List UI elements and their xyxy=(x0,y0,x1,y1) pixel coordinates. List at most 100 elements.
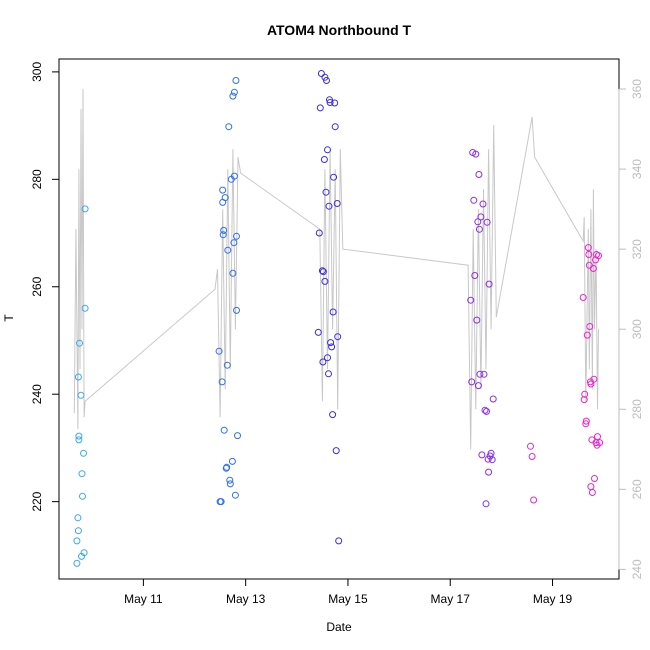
data-point xyxy=(326,99,334,106)
data-point xyxy=(321,277,329,285)
chart-title: ATOM4 Northbound T xyxy=(267,22,412,38)
data-point xyxy=(331,123,339,131)
data-point xyxy=(476,370,484,378)
data-point xyxy=(528,453,536,460)
data-point xyxy=(325,202,333,210)
data-point xyxy=(594,433,601,441)
data-point xyxy=(76,339,83,347)
data-point xyxy=(319,268,327,276)
data-point xyxy=(229,92,237,100)
x-tick-label: May 19 xyxy=(533,592,573,606)
trace-line xyxy=(73,88,599,450)
data-point xyxy=(585,251,593,258)
data-point xyxy=(482,500,490,508)
data-point xyxy=(595,252,602,260)
y2-tick-label: 260 xyxy=(630,479,644,499)
data-point xyxy=(225,123,233,131)
y2-tick-label: 280 xyxy=(630,399,644,419)
data-point xyxy=(468,378,476,386)
data-point xyxy=(583,331,591,339)
data-point xyxy=(234,432,241,440)
data-point xyxy=(488,456,496,464)
y2-tick-label: 340 xyxy=(630,159,644,179)
data-point xyxy=(587,483,595,491)
x-tick-label: May 13 xyxy=(226,592,266,606)
data-point xyxy=(596,439,604,447)
data-point xyxy=(228,457,236,465)
data-point xyxy=(582,420,590,428)
data-point xyxy=(80,549,88,557)
data-point xyxy=(481,406,489,414)
data-point xyxy=(331,99,339,107)
data-point xyxy=(226,480,234,488)
data-point xyxy=(218,378,226,386)
data-point xyxy=(588,489,596,496)
data-point xyxy=(527,442,534,450)
x-axis: May 11 May 13 May 15 May 17 May 19 xyxy=(124,579,573,606)
data-point xyxy=(475,225,483,233)
y2-axis: 240 260 280 300 320 340 360 xyxy=(618,79,644,579)
data-point xyxy=(324,354,331,362)
y-axis-label: T xyxy=(2,314,16,322)
data-point xyxy=(219,186,227,194)
data-point xyxy=(319,358,327,366)
data-point xyxy=(75,436,83,444)
data-point xyxy=(230,239,238,247)
data-point xyxy=(314,328,322,336)
data-point xyxy=(335,537,343,545)
data-point xyxy=(487,449,495,457)
data-point xyxy=(467,296,475,304)
data-point xyxy=(231,491,239,499)
data-point xyxy=(229,269,237,277)
data-point xyxy=(230,172,238,180)
data-point xyxy=(471,272,479,279)
y-axis: 220 240 260 280 300 xyxy=(30,62,59,512)
data-point xyxy=(330,173,338,181)
data-point xyxy=(324,146,331,154)
data-point xyxy=(483,407,490,415)
data-point xyxy=(480,370,488,378)
data-point xyxy=(470,196,478,204)
data-point xyxy=(472,150,480,158)
data-point xyxy=(478,451,486,459)
data-point xyxy=(226,476,234,484)
data-point xyxy=(584,244,592,252)
data-point xyxy=(477,213,485,221)
data-point xyxy=(219,231,227,239)
data-point xyxy=(80,449,87,457)
points-layer xyxy=(73,70,604,567)
data-point xyxy=(74,373,82,381)
data-point xyxy=(217,498,225,506)
data-point xyxy=(581,390,589,398)
data-point xyxy=(334,333,342,341)
data-point xyxy=(483,218,491,226)
data-point xyxy=(320,156,328,163)
data-point xyxy=(325,370,332,378)
data-point xyxy=(580,396,588,404)
x-tick-label: May 17 xyxy=(431,592,471,606)
data-point xyxy=(323,77,330,84)
y-tick-label: 220 xyxy=(30,491,44,511)
data-point xyxy=(74,527,82,535)
data-point xyxy=(586,323,594,330)
data-point xyxy=(332,447,340,455)
line-layer xyxy=(73,88,599,450)
data-point xyxy=(328,343,336,351)
data-point xyxy=(318,267,326,275)
data-point xyxy=(223,463,231,471)
data-point xyxy=(322,188,330,196)
data-point xyxy=(473,316,481,324)
data-point xyxy=(329,308,337,316)
data-point xyxy=(329,411,337,419)
x-tick-label: May 11 xyxy=(124,592,163,606)
data-point xyxy=(73,537,81,545)
data-point xyxy=(591,475,598,482)
data-point xyxy=(333,200,341,207)
data-point xyxy=(223,361,231,369)
data-point xyxy=(78,470,86,478)
data-point xyxy=(474,382,482,390)
data-point xyxy=(220,226,228,234)
data-point xyxy=(224,246,232,254)
data-point xyxy=(579,294,587,301)
